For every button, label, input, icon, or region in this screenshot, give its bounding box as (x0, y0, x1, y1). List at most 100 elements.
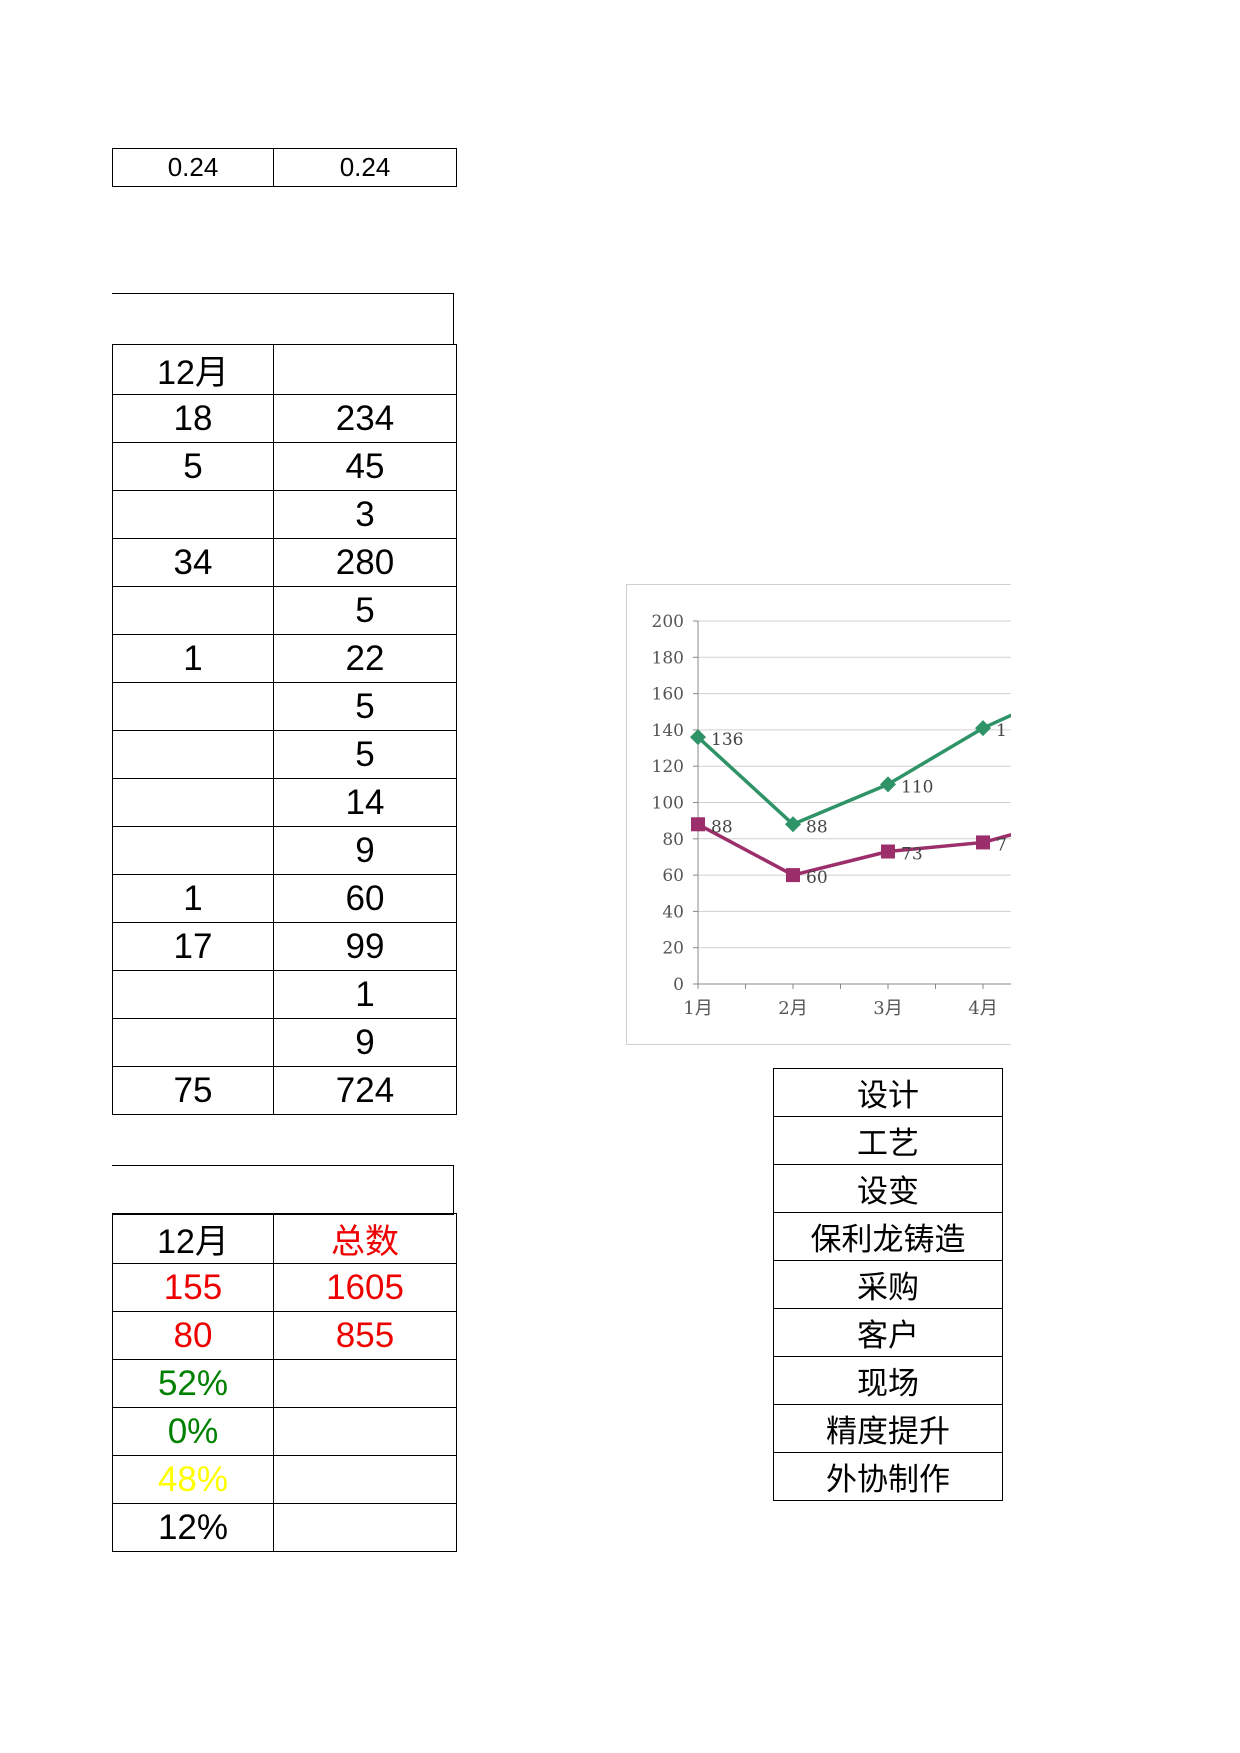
category-label: 保利龙铸造 (773, 1212, 1003, 1261)
y-tick-label: 40 (662, 902, 684, 922)
table-row: 52% (112, 1359, 457, 1408)
category-label: 采购 (773, 1260, 1003, 1309)
data-label: 7 (996, 835, 1007, 855)
table2-cell-month: 0% (112, 1407, 274, 1456)
series-line (697, 822, 1011, 877)
data-point-square (976, 835, 990, 850)
table-row: 12% (112, 1503, 457, 1552)
table2-cell-total (273, 1503, 457, 1552)
table1-cell-month (112, 682, 274, 731)
table2-cell-month: 155 (112, 1263, 274, 1312)
table2-cell-month: 80 (112, 1311, 274, 1360)
table1-title-bar (112, 293, 454, 345)
list-item: 设计 (773, 1068, 1003, 1117)
top-table: 0.24 0.24 (112, 148, 457, 187)
table1-cell-month (112, 490, 274, 539)
table1-cell-total: 5 (273, 730, 457, 779)
data-point-square (786, 868, 800, 883)
table-row: 3 (112, 490, 457, 539)
table1-cell-month: 34 (112, 538, 274, 587)
table1-cell-total: 280 (273, 538, 457, 587)
table1-cell-month (112, 730, 274, 779)
table1-cell-total: 9 (273, 1018, 457, 1067)
table1-cell-month: 1 (112, 874, 274, 923)
category-label: 设变 (773, 1164, 1003, 1213)
table1-cell-total: 5 (273, 586, 457, 635)
table-row: 5 45 (112, 442, 457, 491)
table1-cell-month: 1 (112, 634, 274, 683)
y-tick-label: 0 (673, 975, 684, 995)
table-row: 155 1605 (112, 1263, 457, 1312)
y-tick-label: 120 (652, 757, 684, 777)
data-point-diamond (975, 720, 991, 737)
table1-cell-total: 22 (273, 634, 457, 683)
table-row: 0% (112, 1407, 457, 1456)
list-item: 工艺 (773, 1116, 1003, 1165)
data-label: 73 (901, 845, 923, 865)
list-item: 现场 (773, 1356, 1003, 1405)
list-item: 采购 (773, 1260, 1003, 1309)
table1-cell-month: 5 (112, 442, 274, 491)
table2-cell-total: 1605 (273, 1263, 457, 1312)
list-item: 设变 (773, 1164, 1003, 1213)
data-point-diamond (785, 816, 801, 833)
data-label: 88 (711, 817, 733, 837)
table1-cell-total: 14 (273, 778, 457, 827)
y-tick-label: 80 (662, 830, 684, 850)
table2-cell-month: 12% (112, 1503, 274, 1552)
table1-cell-month (112, 826, 274, 875)
table1-cell-total: 3 (273, 490, 457, 539)
table1-cell-month (112, 970, 274, 1019)
table-row: 1 60 (112, 874, 457, 923)
category-label: 客户 (773, 1308, 1003, 1357)
data-point-diamond (690, 729, 706, 746)
table1-cell-month (112, 586, 274, 635)
list-item: 精度提升 (773, 1404, 1003, 1453)
table2-header-month: 12月 (112, 1213, 274, 1264)
table-row: 34 280 (112, 538, 457, 587)
category-label: 精度提升 (773, 1404, 1003, 1453)
y-tick-label: 160 (652, 685, 684, 705)
table1-cell-total: 1 (273, 970, 457, 1019)
x-tick-label: 2月 (778, 998, 807, 1019)
table1-cell-total: 9 (273, 826, 457, 875)
data-label: 110 (901, 777, 933, 797)
table1: 12月 18 234 5 45 3 34 280 5 1 22 5 5 14 9 1 60 17 99 1 9 75 … (112, 344, 457, 1115)
table1-cell-month (112, 778, 274, 827)
y-tick-label: 180 (652, 648, 684, 668)
table2-cell-month: 48% (112, 1455, 274, 1504)
table1-cell-month: 18 (112, 394, 274, 443)
x-tick-label: 3月 (873, 998, 902, 1019)
series-line (696, 713, 1011, 827)
table2-cell-total (273, 1407, 457, 1456)
y-tick-label: 20 (662, 939, 684, 959)
table1-cell-total: 45 (273, 442, 457, 491)
line-chart: 0 20 40 60 80 100 120 140 160 180 200 1月 2月 3月 4月 136 88… (626, 584, 1011, 1045)
table-row: 14 (112, 778, 457, 827)
table2-cell-total (273, 1359, 457, 1408)
x-tick-label: 1月 (683, 998, 712, 1019)
list-item: 保利龙铸造 (773, 1212, 1003, 1261)
table1-cell-total: 99 (273, 922, 457, 971)
table-row: 5 (112, 730, 457, 779)
category-label: 设计 (773, 1068, 1003, 1117)
table1-cell-total: 5 (273, 682, 457, 731)
table-row: 9 (112, 826, 457, 875)
table2-cell-month: 52% (112, 1359, 274, 1408)
table1-total-right: 724 (273, 1066, 457, 1115)
table-row: 1 22 (112, 634, 457, 683)
data-point-square (691, 817, 705, 832)
y-tick-label: 200 (652, 612, 684, 632)
table2-title-bar (112, 1165, 454, 1215)
table2-cell-total: 855 (273, 1311, 457, 1360)
data-point-square (881, 844, 895, 859)
table-row: 48% (112, 1455, 457, 1504)
table2: 12月 总数 155 1605 80 855 52% 0% 48% 12% (112, 1213, 457, 1552)
table-row: 5 (112, 682, 457, 731)
x-tick-label: 4月 (968, 998, 997, 1019)
data-label: 88 (806, 817, 828, 837)
category-label: 工艺 (773, 1116, 1003, 1165)
y-tick-label: 60 (662, 866, 684, 886)
data-point-diamond (880, 776, 896, 793)
